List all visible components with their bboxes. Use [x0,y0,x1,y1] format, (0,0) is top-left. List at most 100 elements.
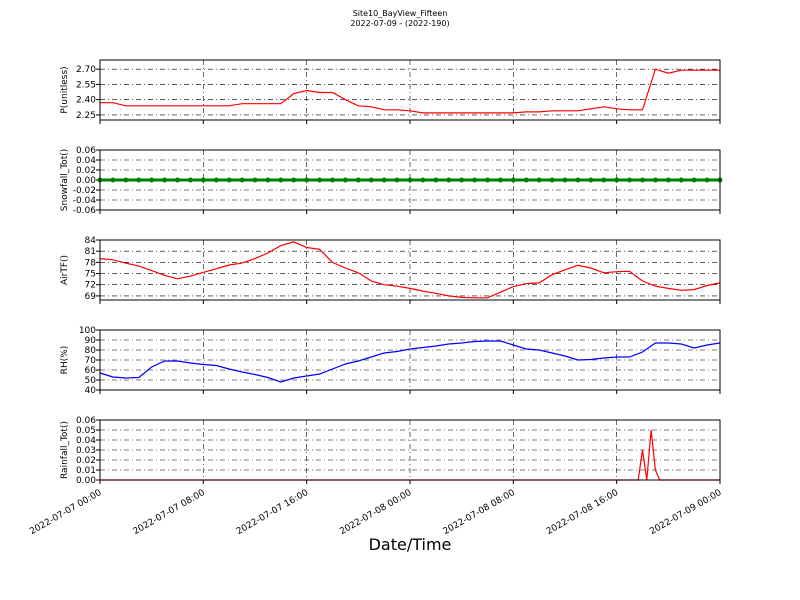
y-tick-label: 0.02 [76,166,96,176]
y-tick-label: 84 [85,236,97,246]
data-point [213,177,219,183]
y-tick-label: 40 [85,386,97,396]
y-axis-label: Rainfall_Tot() [60,421,70,479]
data-point [304,177,310,183]
data-point [549,177,555,183]
y-tick-label: 0.00 [76,176,96,186]
y-tick-label: 0.04 [76,156,96,166]
data-point [123,177,129,183]
data-point [110,177,116,183]
data-point [640,177,645,183]
plot-frame [99,329,721,391]
y-tick-label: 100 [79,326,96,336]
data-line [99,340,721,383]
plot-frame [99,149,721,211]
data-point [252,177,258,183]
data-point [704,177,710,183]
y-tick-label: 0.02 [76,456,96,466]
data-point [420,177,426,183]
y-tick-label: 70 [85,356,97,366]
data-point [601,177,607,183]
data-point [627,177,633,183]
data-point [588,177,594,183]
plot-frame [99,239,721,301]
chart-title: Site10_BayView_Fifteen [353,9,448,18]
x-tick-label: 2022-07-07 16:00 [235,488,310,537]
y-tick-label: 80 [85,346,97,356]
data-point [226,177,232,183]
data-point [239,177,245,183]
data-point [652,177,658,183]
data-point [200,177,206,183]
data-point [523,177,529,183]
data-line [100,68,720,114]
data-point [485,177,490,183]
data-point [394,177,400,183]
x-axis-label: Date/Time [369,535,452,554]
y-tick-label: 0.03 [76,446,96,456]
data-point [291,177,297,183]
data-point [459,177,465,183]
data-point [510,177,516,183]
y-tick-label: 2.55 [76,80,96,90]
data-point [149,177,155,183]
data-point [446,177,452,183]
y-axis-label: AirTF() [60,255,70,285]
data-point [497,177,503,183]
y-tick-label: 90 [85,336,97,346]
y-tick-label: 50 [85,376,97,386]
data-point [175,177,180,183]
data-point [433,177,439,183]
data-point [472,177,478,183]
chart-subtitle: 2022-07-09 - (2022-190) [350,19,449,28]
y-tick-label: 78 [85,258,97,268]
y-tick-label: 0.00 [76,476,96,486]
x-tick-label: 2022-07-07 08:00 [132,488,207,537]
y-tick-label: 75 [85,270,96,280]
data-point [368,177,374,183]
data-point [614,177,620,183]
x-tick-label: 2022-07-08 16:00 [545,488,620,537]
plot-frame [99,419,721,481]
y-tick-label: 69 [85,292,97,302]
data-point [330,177,335,183]
x-tick-label: 2022-07-08 08:00 [442,488,517,537]
y-tick-label: 72 [85,281,96,291]
data-point [342,177,348,183]
y-tick-label: 2.25 [76,111,96,121]
data-point [678,177,684,183]
y-tick-label: 0.06 [76,416,96,426]
data-point [575,177,581,183]
plot-frame [99,59,721,121]
data-point [562,177,568,183]
y-tick-label: 0.04 [76,436,96,446]
y-tick-label: 0.05 [76,426,96,436]
y-tick-label: 0.06 [76,146,96,156]
data-point [136,177,142,183]
y-axis-label: P(unitless) [60,66,70,113]
data-point [162,177,168,183]
y-tick-label: 0.01 [76,466,96,476]
data-point [665,177,671,183]
y-tick-label: 81 [85,247,96,257]
y-axis-label: Snowfall_Tot() [60,149,70,212]
x-tick-label: 2022-07-09 00:00 [648,488,723,537]
x-tick-label: 2022-07-08 00:00 [338,488,413,537]
data-point [278,177,284,183]
y-axis-label: RH(%) [60,346,70,375]
y-tick-label: 2.70 [76,65,96,75]
data-point [381,177,387,183]
data-point [407,177,413,183]
y-tick-label: -0.06 [73,206,97,216]
data-point [317,177,323,183]
data-point [691,177,697,183]
y-tick-label: 60 [85,366,97,376]
y-tick-label: -0.02 [73,186,96,196]
data-point [355,177,361,183]
data-point [187,177,193,183]
data-line [99,241,721,299]
data-point [265,177,271,183]
x-tick-label: 2022-07-07 00:00 [28,488,103,537]
y-tick-label: -0.04 [73,196,97,206]
